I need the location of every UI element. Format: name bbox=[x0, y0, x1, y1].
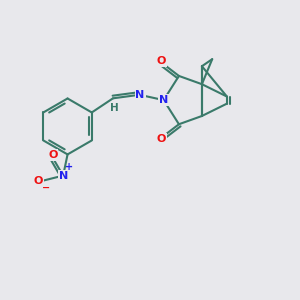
Text: N: N bbox=[159, 95, 168, 105]
Text: −: − bbox=[42, 182, 50, 192]
Text: O: O bbox=[34, 176, 43, 186]
Text: O: O bbox=[48, 150, 58, 160]
Text: N: N bbox=[135, 90, 145, 100]
Text: N: N bbox=[58, 171, 68, 181]
Text: O: O bbox=[157, 134, 166, 144]
Text: H: H bbox=[110, 103, 119, 113]
Text: O: O bbox=[157, 56, 166, 66]
Text: +: + bbox=[65, 162, 73, 172]
